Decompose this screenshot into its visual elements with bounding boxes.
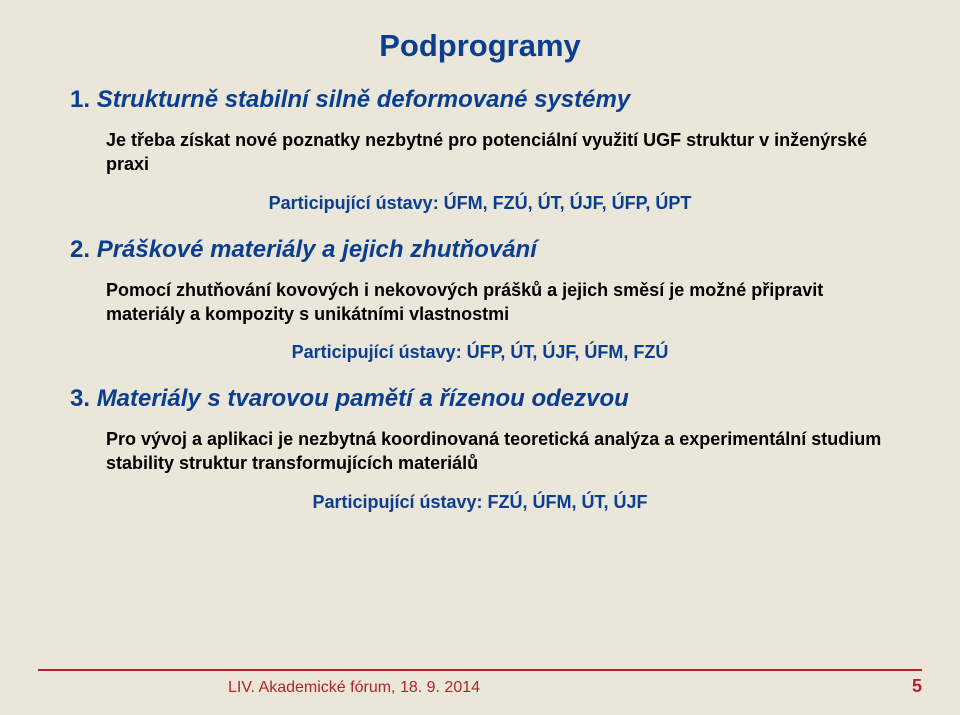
section-2-title: Práškové materiály a jejich zhutňování (97, 236, 537, 263)
section-1-heading: 1. Strukturně stabilní silně deformované… (70, 86, 890, 114)
section-1-title: Strukturně stabilní silně deformované sy… (97, 86, 631, 113)
section-3-heading: 3. Materiály s tvarovou pamětí a řízenou… (70, 385, 890, 413)
section-2-num: 2. (70, 236, 90, 263)
footer-divider (38, 669, 922, 671)
slide-title: Podprogramy (70, 28, 890, 64)
section-2: 2. Práškové materiály a jejich zhutňován… (70, 236, 890, 364)
section-3-title: Materiály s tvarovou pamětí a řízenou od… (97, 385, 629, 412)
section-3-num: 3. (70, 385, 90, 412)
section-3: 3. Materiály s tvarovou pamětí a řízenou… (70, 385, 890, 513)
section-3-body: Pro vývoj a aplikaci je nezbytná koordin… (106, 427, 890, 476)
footer-text: LIV. Akademické fórum, 18. 9. 2014 (38, 679, 480, 697)
footer-page-number: 5 (912, 676, 922, 697)
section-3-participating: Participující ústavy: FZÚ, ÚFM, ÚT, ÚJF (70, 492, 890, 513)
slide-footer: LIV. Akademické fórum, 18. 9. 2014 5 (0, 669, 960, 697)
section-2-heading: 2. Práškové materiály a jejich zhutňován… (70, 236, 890, 264)
slide-body: Podprogramy 1. Strukturně stabilní silně… (0, 0, 960, 513)
section-1: 1. Strukturně stabilní silně deformované… (70, 86, 890, 214)
section-2-participating: Participující ústavy: ÚFP, ÚT, ÚJF, ÚFM,… (70, 342, 890, 363)
section-2-body: Pomocí zhutňování kovových i nekovových … (106, 278, 890, 327)
footer-row: LIV. Akademické fórum, 18. 9. 2014 5 (38, 676, 922, 697)
section-1-participating: Participující ústavy: ÚFM, FZÚ, ÚT, ÚJF,… (70, 193, 890, 214)
section-1-body: Je třeba získat nové poznatky nezbytné p… (106, 128, 890, 177)
section-1-num: 1. (70, 86, 90, 113)
